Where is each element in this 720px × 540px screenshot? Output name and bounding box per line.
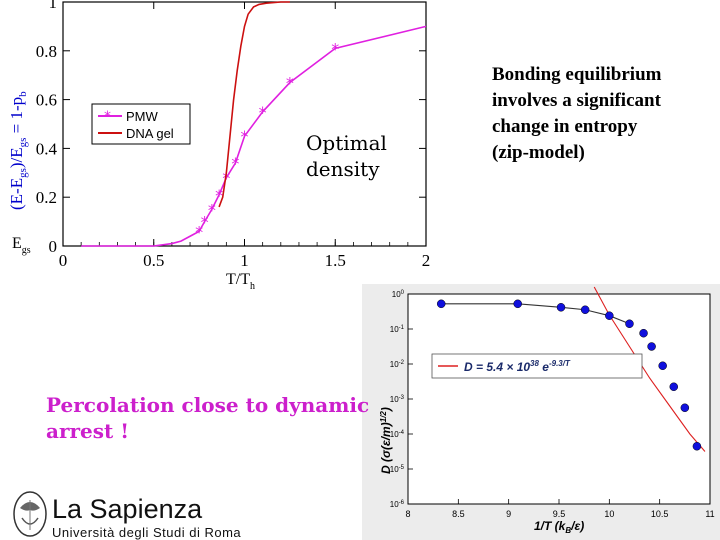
pmw-point: * [231,154,239,173]
chart2-xlabel: 1/T (kB/ε) [534,519,584,535]
percolation-line-1: Percolation close to dynamic [46,393,370,417]
d-data-point [580,305,590,314]
x2-tick-label: 9.5 [553,509,566,519]
optimal-line-1: Optimal [306,131,387,155]
x2-tick-label: 10 [604,509,614,519]
d-data-point [625,319,634,328]
pmw-point: * [331,39,339,58]
bonding-line-4: (zip-model) [492,142,585,163]
y2-tick-label: 10-3 [390,395,405,404]
plot2-frame [407,293,711,505]
optimal-line-2: density [306,157,380,181]
bonding-line-1: Bonding equilibrium [492,64,662,85]
y2-tick-label: 10-5 [390,465,405,474]
chart2-ylabel: D (σ(ε/m)1/2) [379,407,393,474]
legend-asterisk-icon: * [104,109,111,125]
x-tick-label: 2 [422,251,431,270]
x2-tick-label: 8.5 [452,509,465,519]
d-data-point [605,311,614,320]
bond-fraction-chart: 0 0.5 1 1.5 200.20.40.60.81 ********** * PMW… [7,0,431,290]
y-tick-label: 0.2 [36,188,57,207]
d-data-point [658,361,667,370]
x2-tick-label: 9 [506,509,511,519]
chart1-ylabel: (E-Egs)/Egs = 1-pb [7,91,29,210]
d-data-point [513,299,522,309]
sapienza-logo [13,491,47,537]
series-line-dna-gel [218,1,290,208]
y-tick-label: 0.8 [36,42,57,61]
x-tick-label: 0 [59,251,68,270]
percolation-line-2: arrest ! [46,419,129,443]
logo-name: La Sapienza [52,494,203,524]
pmw-point: * [195,222,203,241]
chart1-xlabel: T/Th [226,271,255,290]
d-data-point [680,403,690,412]
y-tick-label: 1 [49,0,58,12]
legend-fit-formula: D = 5.4 × 1038 e-9.3/T [464,359,571,374]
pmw-point: * [241,127,249,146]
bonding-entropy-note: Bonding equilibrium involves a significa… [492,62,661,166]
d-data-point [556,303,566,312]
pmw-point: * [286,74,294,93]
legend-label-dna-gel: DNA gel [126,126,174,141]
d-data-point [669,382,679,391]
d-data-point [692,442,702,451]
x-tick-label: 1.5 [325,251,346,270]
diffusion-chart: 8 8.5 9 9.5 10 10.5 11 100 10-1 10-2 10-3 10-4 10-5 1… [362,284,720,540]
y2-tick-label: 10-1 [390,325,405,334]
series-line-pmw [81,25,427,247]
percolation-note: Percolation close to dynamic arrest ! [46,392,369,444]
optimal-density-note: Optimal density [306,130,387,182]
chart2-legend: D = 5.4 × 1038 e-9.3/T [431,353,643,379]
y-tick-label: 0.4 [36,139,58,158]
y2-tick-label: 10-4 [390,430,405,439]
logo-subtitle: Università degli Studi di Roma [52,525,242,540]
y2-tick-label: 100 [392,290,405,299]
bonding-line-2: involves a significant [492,90,661,111]
pmw-point: * [201,213,209,232]
y-tick-label: 0.6 [36,91,57,110]
x-tick-label: 0.5 [143,251,164,270]
chart1-egs-label: Egs [12,235,31,256]
x2-tick-label: 11 [705,509,714,519]
bonding-line-3: change in entropy [492,116,638,137]
x-tick-label: 1 [240,251,249,270]
chart1-legend: * PMW DNA gel [91,103,191,145]
x2-tick-label: 8 [405,509,410,519]
d-data-point [436,299,446,309]
legend-label-pmw: PMW [126,109,159,124]
x2-tick-label: 10.5 [651,509,669,519]
y2-tick-label: 10-2 [390,360,405,369]
pmw-point: * [259,103,267,122]
d-data-point [647,342,656,351]
pmw-point: * [208,200,216,219]
y-tick-label: 0 [49,237,58,256]
pmw-point: * [215,186,223,205]
sapienza-crest-icon [13,491,47,537]
y2-tick-label: 10-6 [390,500,405,509]
d-data-point [639,328,648,338]
